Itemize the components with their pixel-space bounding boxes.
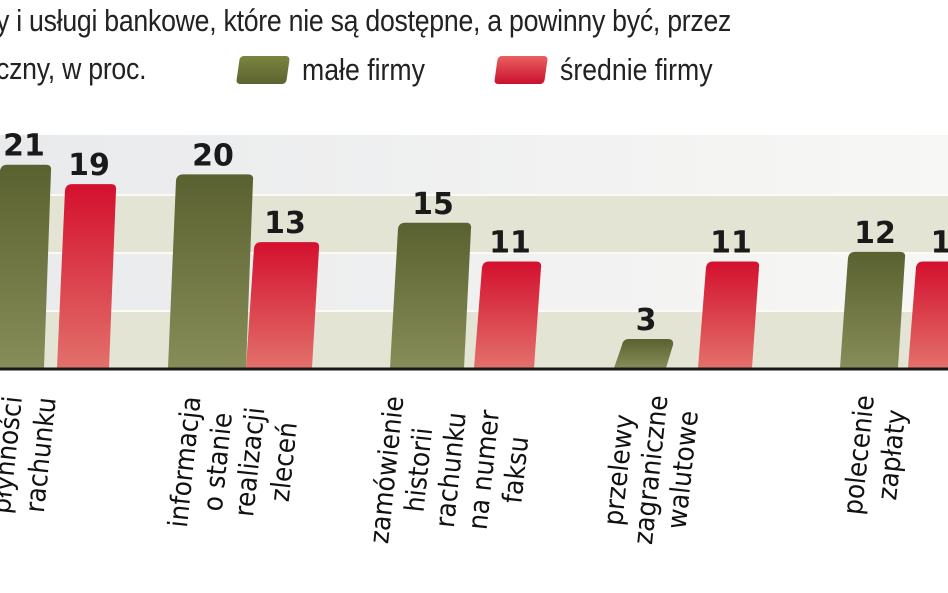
data-label: 11 [710,226,752,261]
legend-item-male-firmy: małe firmy [236,52,445,88]
data-label: 19 [68,148,110,183]
bar-srednie-firmy [698,261,760,368]
bar-srednie-firmy [57,184,117,368]
bar-male-firmy [840,251,906,368]
bar-male-firmy [390,222,472,368]
plot-band [0,311,948,368]
data-label: 12 [854,216,896,251]
legend-label: średnie firmy [560,52,713,87]
data-label: 21 [3,129,45,164]
data-label: 15 [412,187,454,222]
data-label: 13 [264,206,306,241]
legend-label: małe firmy [302,52,425,87]
bar-male-firmy [0,164,52,368]
bar-male-firmy [614,338,674,368]
data-label: 1 [931,226,948,261]
data-label: 11 [489,226,531,261]
chart-title-line-1: y i usługi bankowe, które nie są dostępn… [0,3,732,38]
legend-item-srednie-firmy: średnie firmy [494,52,737,88]
category-label: faksu [497,435,535,505]
bar-male-firmy [168,174,254,368]
bar-srednie-firmy [908,261,948,368]
plot-band [0,195,948,253]
category-label: zleceń [265,421,304,504]
data-label: 3 [636,303,657,338]
chart-title-line-2: czny, w proc. [0,51,147,86]
bar-srednie-firmy [474,261,542,368]
data-label: 20 [192,138,234,173]
bar-srednie-firmy [246,242,320,368]
